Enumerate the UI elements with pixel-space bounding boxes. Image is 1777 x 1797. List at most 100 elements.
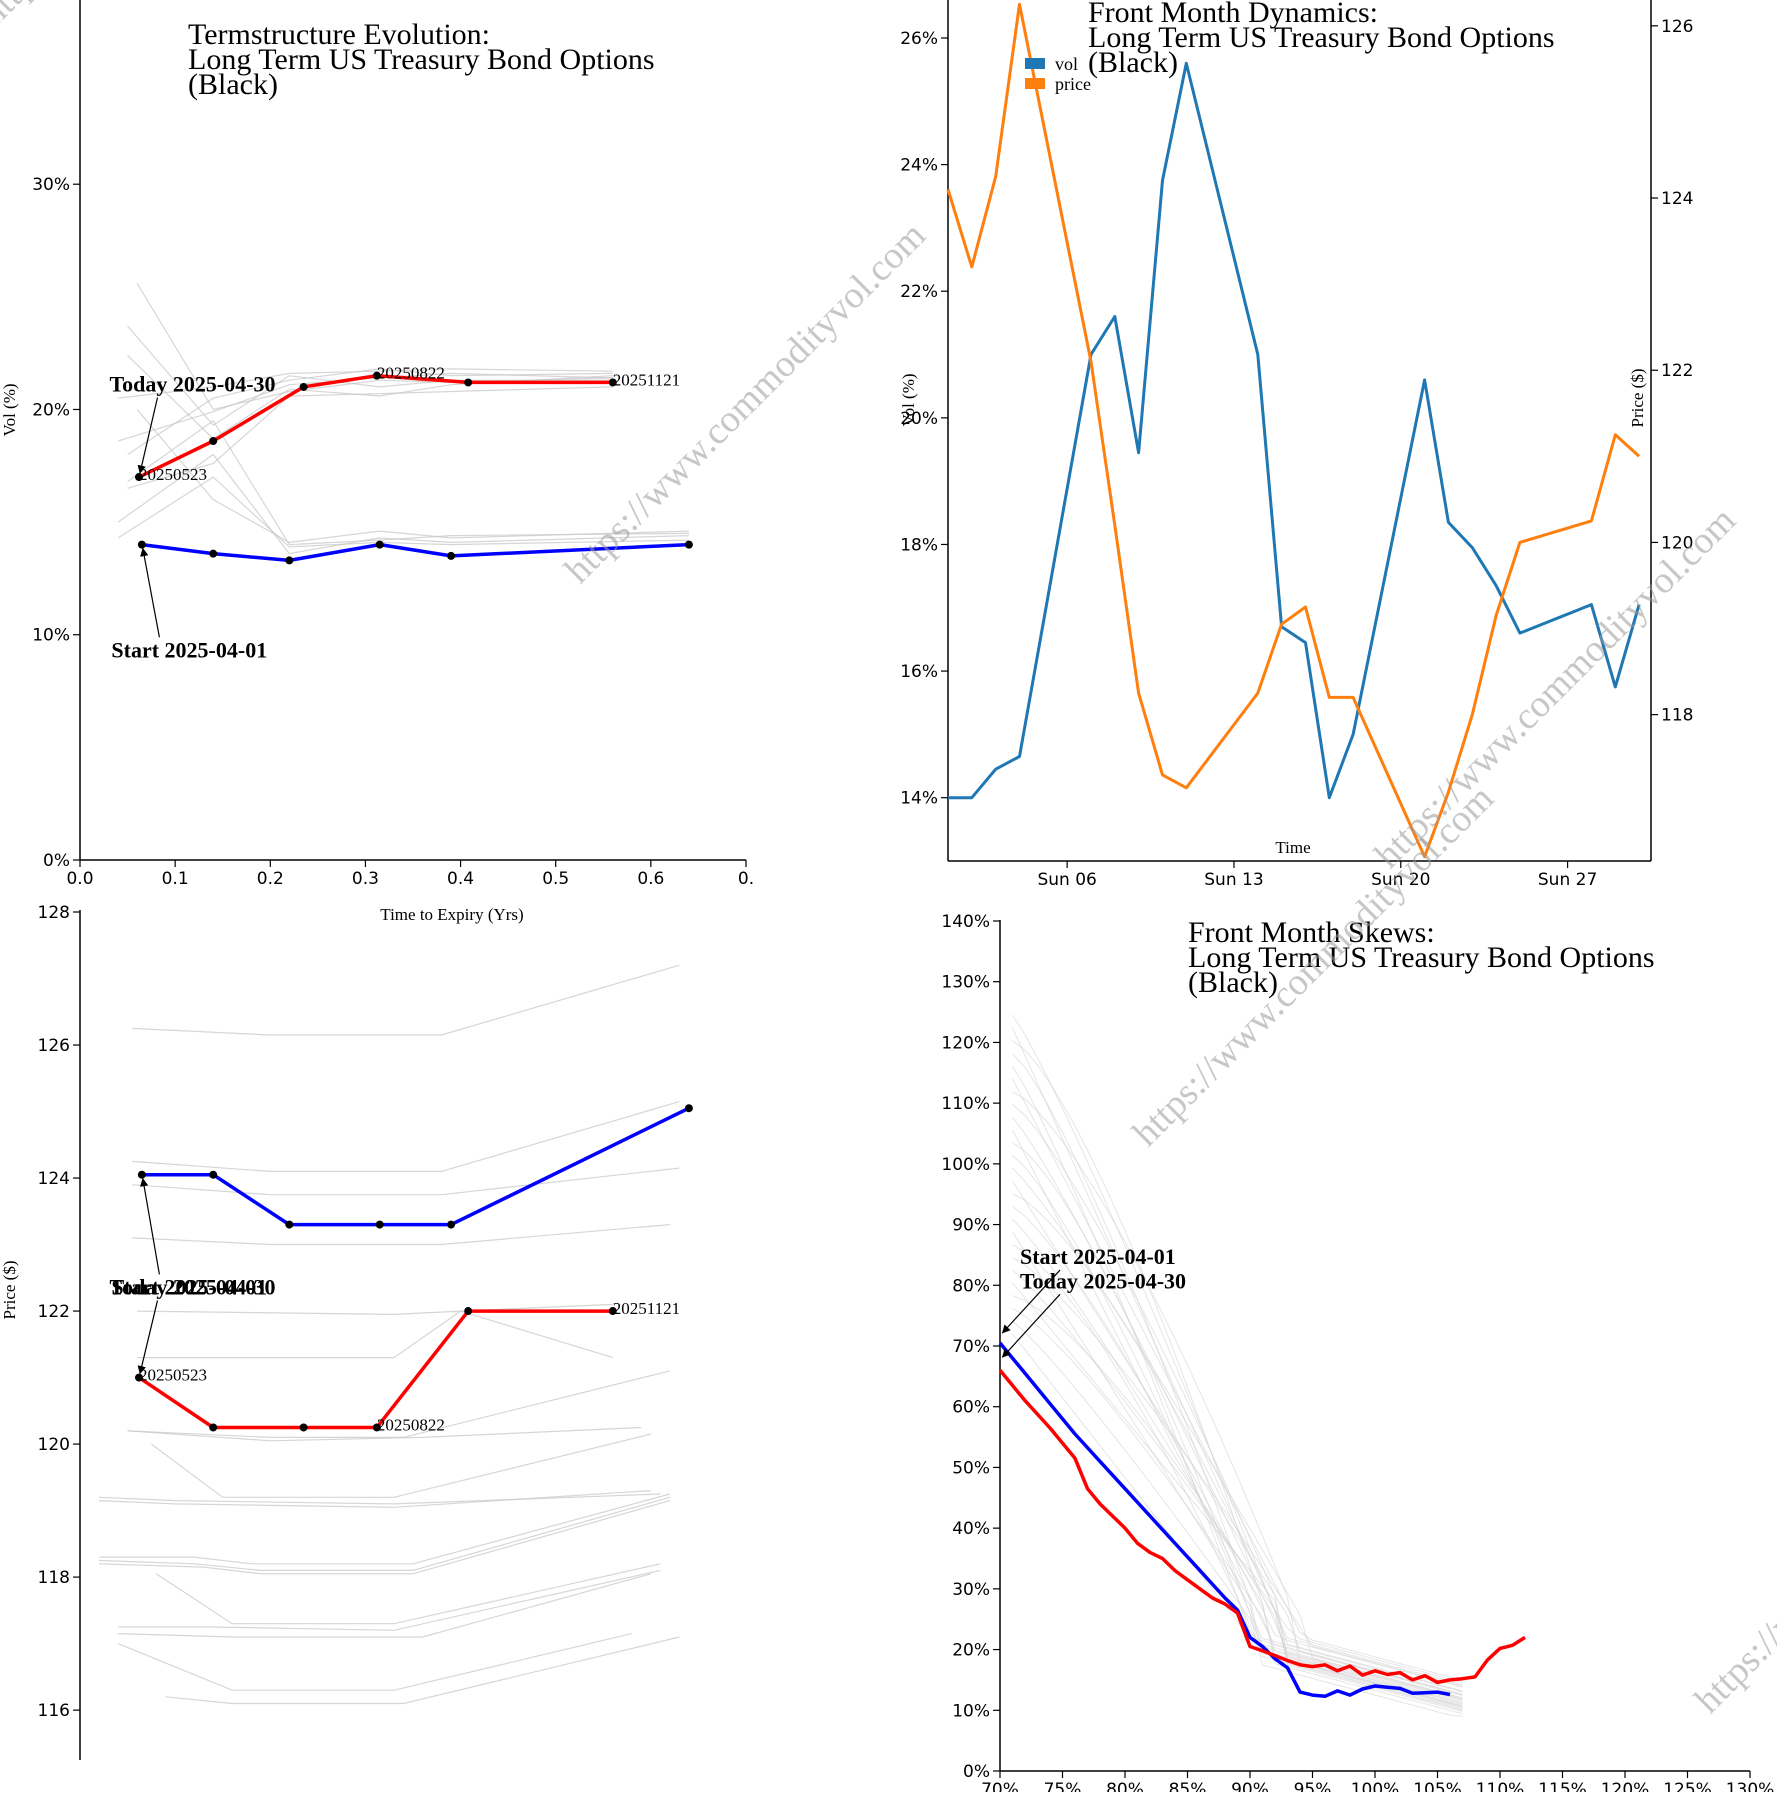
skews-y-tick: 40% xyxy=(952,1519,1000,1539)
dynamics-right-y-tick-label: 118 xyxy=(1661,706,1693,726)
price-term-start-point xyxy=(684,1104,693,1113)
skews-y-tick-label: 110% xyxy=(941,1094,990,1114)
skews-y-tick: 70% xyxy=(952,1337,1000,1357)
termstructure-history-line xyxy=(118,368,613,399)
price-term-history-line xyxy=(132,1101,680,1172)
skews-x-tick: 120% xyxy=(1601,1771,1649,1797)
skews-y-tick: 90% xyxy=(952,1216,1000,1236)
price-term-start-point xyxy=(447,1220,456,1229)
skews-x-tick: 100% xyxy=(1351,1771,1399,1797)
dynamics-y-tick-label: 18% xyxy=(900,535,938,555)
termstructure-history-line xyxy=(127,419,689,546)
termstructure-y-tick-label: 20% xyxy=(32,400,70,420)
skews-y-tick-label: 130% xyxy=(941,973,990,993)
termstructure-title-line-2: Long Term US Treasury Bond Options xyxy=(188,43,655,76)
dynamics-legend: vol price xyxy=(1025,54,1091,94)
price-term-history-line xyxy=(137,1303,613,1316)
termstructure-x-tick: 0.3 xyxy=(352,860,379,889)
skews-y-tick-label: 40% xyxy=(952,1519,990,1539)
dynamics-y-tick-label: 16% xyxy=(900,662,938,682)
price-term-history-line xyxy=(132,1224,670,1246)
skews-y-tick: 100% xyxy=(941,1155,1000,1175)
skews-x-tick: 110% xyxy=(1476,1771,1524,1797)
termstructure-start-point xyxy=(375,540,384,549)
dynamics-y-tick: 24% xyxy=(900,156,948,176)
skews-x-tick: 95% xyxy=(1294,1771,1331,1797)
termstructure-today-point xyxy=(372,371,381,380)
termstructure-x-tick: 0. xyxy=(738,860,754,889)
legend-swatch-vol xyxy=(1025,58,1045,69)
skews-y-tick-label: 20% xyxy=(952,1641,990,1661)
termstructure-annotations: Today 2025-04-30 Start 2025-04-01 xyxy=(109,371,275,662)
skews-history-line xyxy=(1012,1206,1463,1688)
termstructure-history-line xyxy=(127,386,613,489)
price-term-point-label: 20250523 xyxy=(139,1366,207,1385)
skews-y-tick-label: 50% xyxy=(952,1458,990,1478)
price-term-start-point xyxy=(285,1220,294,1229)
skews-y-tick-label: 90% xyxy=(952,1216,990,1236)
dynamics-x-tick: Sun 13 xyxy=(1204,861,1264,890)
termstructure-x-tick: 0.0 xyxy=(66,860,94,889)
price-term-start-point xyxy=(209,1170,218,1179)
price-term-history-line xyxy=(117,1633,632,1691)
termstructure-history-lines xyxy=(117,282,689,555)
dynamics-y-tick-label: 14% xyxy=(900,789,938,809)
price-term-y-tick: 116 xyxy=(38,1701,80,1721)
skews-history-line xyxy=(1012,1231,1463,1711)
termstructure-y-tick-label: 0% xyxy=(43,851,70,871)
termstructure-y-tick: 20% xyxy=(32,400,80,420)
skews-y-tick-label: 100% xyxy=(941,1155,990,1175)
dynamics-title-line-1: Front Month Dynamics: xyxy=(1088,0,1378,29)
skews-y-tick-label: 140% xyxy=(941,912,990,932)
price-term-annotation: Start 2025-04-01 xyxy=(111,1274,267,1299)
termstructure-x-tick-label: 0.0 xyxy=(66,869,93,889)
termstructure-x-tick-label: 0.1 xyxy=(162,869,189,889)
skews-history-line xyxy=(1012,1167,1463,1699)
price-term-y-tick-label: 116 xyxy=(38,1701,70,1721)
skews-history-line xyxy=(1012,1104,1463,1704)
skews-panel: 0% 10% 20% 30% 40% 50% 60% 70% 80% 90% 100% 110% 120… xyxy=(941,912,1774,1797)
legend-swatch-price xyxy=(1025,78,1045,89)
dynamics-x-label: Time xyxy=(1275,838,1310,857)
dynamics-y-tick: 18% xyxy=(900,535,948,555)
termstructure-x-tick-label: 0.5 xyxy=(542,869,569,889)
skews-annotation: Today 2025-04-30 xyxy=(1020,1268,1186,1293)
dynamics-right-y-tick-label: 122 xyxy=(1661,361,1693,381)
skews-x-tick: 130% xyxy=(1726,1771,1774,1797)
skews-y-tick: 140% xyxy=(941,912,1000,932)
price-term-history-line xyxy=(127,1426,642,1442)
price-term-history-line xyxy=(118,1569,661,1631)
price-term-series xyxy=(134,1104,693,1432)
skews-x-tick: 125% xyxy=(1663,1771,1712,1797)
skews-y-tick: 10% xyxy=(952,1701,1000,1721)
skews-y-tick: 120% xyxy=(941,1033,1000,1053)
skews-x-tick-label: 70% xyxy=(981,1780,1019,1792)
dynamics-panel: 14% 16% 18% 20% 22% 24% 26% 118 120 122 124 126 Su… xyxy=(899,0,1693,890)
price-term-point-labels: 20250523 20250822 20251121 xyxy=(139,1299,680,1434)
dynamics-right-y-tick: 122 xyxy=(1651,361,1693,381)
skews-y-tick-label: 30% xyxy=(952,1580,990,1600)
termstructure-x-ticks: 0.0 0.1 0.2 0.3 0.4 0.5 0.6 0. xyxy=(66,860,754,889)
skews-x-tick-label: 115% xyxy=(1538,1780,1587,1792)
price-term-history-line xyxy=(151,1433,652,1498)
dynamics-right-y-tick: 118 xyxy=(1651,706,1693,726)
dynamics-y-tick: 20% xyxy=(900,409,948,429)
skews-title-line-1: Front Month Skews: xyxy=(1188,916,1435,949)
price-term-annotation-arrow xyxy=(137,1300,159,1375)
dynamics-right-y-tick: 126 xyxy=(1651,17,1693,37)
price-term-y-tick: 126 xyxy=(38,1036,80,1056)
skews-x-tick-label: 90% xyxy=(1231,1780,1269,1792)
termstructure-y-tick-label: 10% xyxy=(32,626,70,646)
dynamics-price-line xyxy=(946,2,1641,859)
termstructure-today-line xyxy=(138,373,613,479)
skews-y-tick-label: 70% xyxy=(952,1337,990,1357)
skews-x-tick-label: 105% xyxy=(1413,1780,1462,1792)
termstructure-y-tick: 0% xyxy=(43,851,80,871)
termstructure-history-line xyxy=(136,409,689,544)
dynamics-title-line-2: Long Term US Treasury Bond Options xyxy=(1088,21,1555,54)
skews-start-line xyxy=(998,1341,1451,1699)
skews-annotation-arrow xyxy=(1001,1269,1061,1334)
dynamics-series xyxy=(946,2,1641,859)
